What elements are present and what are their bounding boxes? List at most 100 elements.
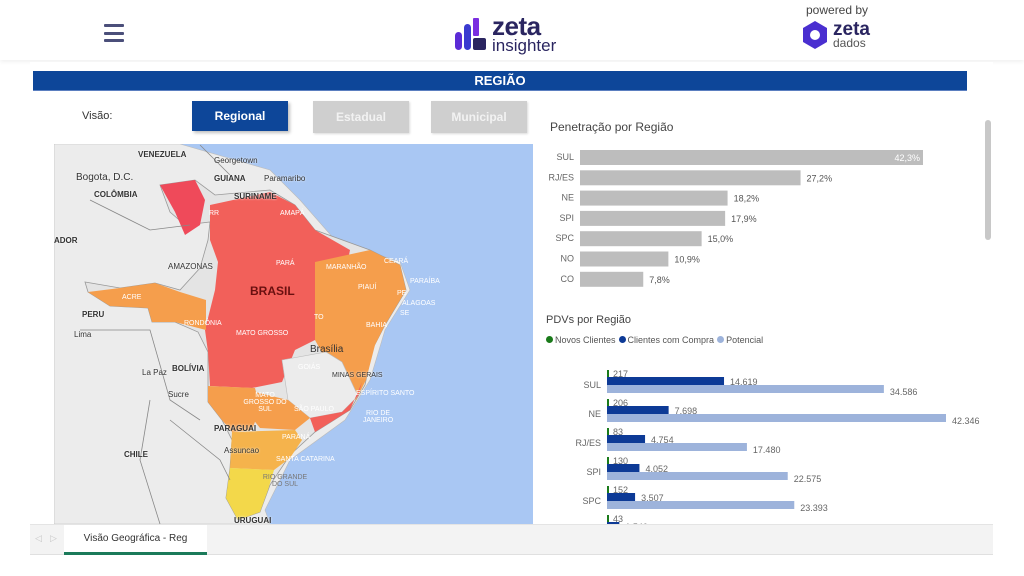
category-label: SPC bbox=[555, 233, 574, 243]
map-label: GOIÁS bbox=[298, 364, 321, 371]
map-label: BOLÍVIA bbox=[172, 364, 205, 373]
novos-bar bbox=[607, 515, 609, 522]
region-rr bbox=[160, 180, 205, 235]
category-label: CO bbox=[561, 274, 575, 284]
zeta-dados-logo: zeta dados bbox=[802, 20, 870, 50]
logo-word-zeta: zeta bbox=[492, 11, 541, 41]
map-label: SE bbox=[400, 310, 410, 317]
region-rj-es bbox=[310, 382, 362, 432]
penetration-bar bbox=[580, 251, 669, 267]
map-label: SÃO PAULO bbox=[294, 406, 334, 413]
data-label: 18,2% bbox=[734, 194, 760, 204]
map-label: PARÁ bbox=[276, 260, 295, 267]
map-label: PIAUÍ bbox=[358, 284, 377, 291]
data-label: 7,8% bbox=[649, 275, 670, 285]
potencial-bar bbox=[607, 385, 884, 393]
category-label: SPC bbox=[582, 496, 601, 506]
map-label: PERU bbox=[82, 310, 105, 319]
tab-visao-geografica[interactable]: Visão Geográfica - Reg bbox=[64, 525, 207, 555]
pdv-legend: Novos Clientes Clientes com Compra Poten… bbox=[546, 335, 763, 345]
logo-bars-icon bbox=[455, 18, 486, 51]
map-label: TO bbox=[314, 314, 324, 321]
next-page-icon[interactable]: ▷ bbox=[50, 534, 57, 544]
map-label: RR bbox=[209, 210, 220, 217]
data-label: 43 bbox=[613, 514, 623, 524]
category-label: SPI bbox=[586, 467, 601, 477]
map-label: ALAGOAS bbox=[402, 300, 436, 307]
section-banner: REGIÃO bbox=[33, 71, 967, 91]
potencial-bar bbox=[607, 501, 795, 509]
partner-word-zeta: zeta bbox=[833, 18, 870, 40]
compra-bar bbox=[607, 493, 636, 501]
report-canvas: REGIÃO Visão: Regional Estadual Municipa… bbox=[30, 62, 993, 524]
map-label: Paramaribo bbox=[264, 174, 306, 183]
data-label: 42.346 bbox=[952, 416, 980, 426]
top-bar: zeta insighter powered by zeta dados bbox=[0, 0, 1024, 60]
category-label: NE bbox=[588, 409, 601, 419]
penetration-bar bbox=[580, 210, 726, 226]
penetration-bar bbox=[580, 231, 702, 247]
map-label: RONDÔNIA bbox=[184, 320, 222, 327]
map-label: PARAÍBA bbox=[410, 278, 440, 285]
region-pr-sc bbox=[230, 430, 302, 470]
map-label: URUGUAI bbox=[234, 516, 272, 524]
novos-bar bbox=[607, 370, 609, 377]
category-label: NE bbox=[561, 193, 574, 203]
map-label: PE bbox=[397, 290, 407, 297]
region-map[interactable]: VENEZUELA Georgetown GUIANA Paramaribo S… bbox=[54, 144, 533, 524]
hamburger-menu-icon[interactable] bbox=[104, 24, 124, 42]
novos-bar bbox=[607, 428, 609, 435]
municipal-button[interactable]: Municipal bbox=[431, 101, 527, 133]
regional-button[interactable]: Regional bbox=[192, 101, 288, 131]
data-label: 7.698 bbox=[675, 406, 698, 416]
map-label: AMAZONAS bbox=[168, 262, 213, 271]
map-label: SANTA CATARINA bbox=[276, 456, 335, 463]
estadual-button[interactable]: Estadual bbox=[313, 101, 409, 133]
legend-item-compra[interactable]: Clientes com Compra bbox=[618, 335, 714, 345]
novos-bar bbox=[607, 486, 609, 493]
powered-by-label: powered by bbox=[806, 3, 869, 17]
data-label: 4.754 bbox=[651, 435, 674, 445]
map-label: RIO DE JANEIRO bbox=[362, 410, 394, 424]
category-label: RJ/ES bbox=[548, 172, 574, 182]
prev-page-icon[interactable]: ◁ bbox=[35, 534, 42, 544]
logo-word-insighter: insighter bbox=[492, 36, 557, 56]
zeta-insighter-logo: zeta insighter bbox=[454, 11, 557, 56]
category-label: RJ/ES bbox=[575, 438, 601, 448]
map-label: COLÔMBIA bbox=[94, 190, 138, 199]
map-label: ACRE bbox=[122, 294, 142, 301]
compra-bar bbox=[607, 406, 669, 414]
legend-item-novos[interactable]: Novos Clientes bbox=[546, 335, 616, 345]
legend-item-potencial[interactable]: Potencial bbox=[717, 335, 763, 345]
data-label: 152 bbox=[613, 485, 628, 495]
pdv-chart-title: PDVs por Região bbox=[546, 314, 631, 326]
map-label: ADOR bbox=[54, 236, 78, 245]
data-label: 17,9% bbox=[731, 214, 757, 224]
data-label: 206 bbox=[613, 398, 628, 408]
page-tab-bar: ◁ ▷ Visão Geográfica - Reg bbox=[30, 524, 993, 555]
map-label: Lima bbox=[74, 330, 92, 339]
map-label: Bogota, D.C. bbox=[76, 172, 134, 183]
category-label: SUL bbox=[556, 152, 574, 162]
map-label: MARANHÃO bbox=[326, 264, 367, 271]
map-label: Sucre bbox=[168, 390, 189, 399]
zeta-dados-hex-icon bbox=[803, 21, 827, 49]
region-sp bbox=[252, 392, 310, 430]
novos-bar bbox=[607, 399, 609, 406]
map-label: PARAGUAI bbox=[214, 424, 257, 433]
compra-bar bbox=[607, 464, 640, 472]
data-label: 22.575 bbox=[794, 474, 822, 484]
map-label: SURINAME bbox=[234, 192, 277, 201]
map-label: Georgetown bbox=[214, 156, 258, 165]
data-label: 83 bbox=[613, 427, 623, 437]
penetration-chart-title: Penetração por Região bbox=[550, 120, 674, 134]
map-label: Assuncao bbox=[224, 446, 260, 455]
vertical-scrollbar[interactable] bbox=[985, 120, 991, 240]
map-label: Brasília bbox=[310, 344, 344, 355]
data-label: 130 bbox=[613, 456, 628, 466]
penetration-chart: SUL 42,3% RJ/ES 27,2% NE 18,2% SPI 17,9% SPC 15,0… bbox=[548, 150, 923, 287]
data-label: 34.586 bbox=[890, 387, 918, 397]
map-label: BAHIA bbox=[366, 322, 388, 329]
map-label: RIO GRANDE DO SUL bbox=[262, 474, 308, 488]
data-label: 10,9% bbox=[674, 255, 700, 265]
